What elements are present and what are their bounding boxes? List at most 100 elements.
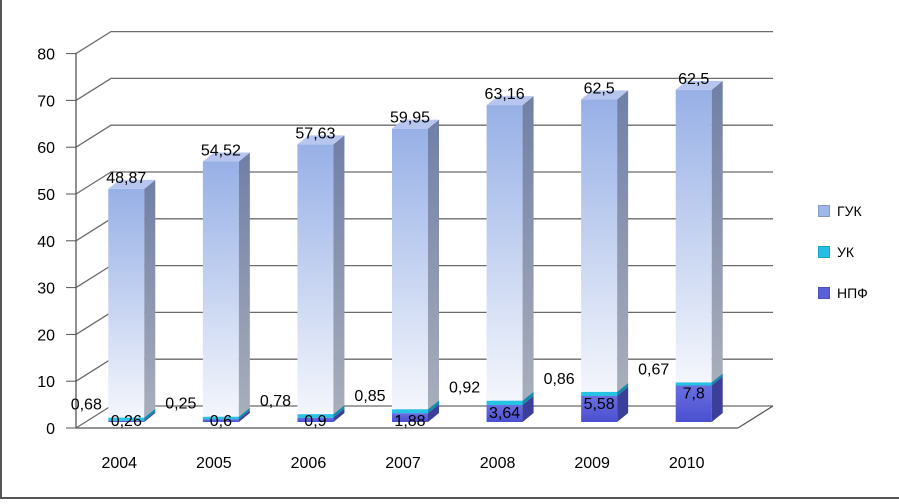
- uk-data-label: 0,78: [260, 393, 291, 410]
- npf-bar-front: [202, 419, 239, 422]
- y-tick-label: 50: [37, 187, 55, 204]
- uk-bar-front: [202, 416, 239, 420]
- gridline: [75, 77, 773, 101]
- npf-bar-side: [333, 408, 345, 422]
- uk-data-label: 0,67: [638, 361, 669, 378]
- npf-bar-side: [522, 395, 534, 422]
- legend-item: ГУК: [818, 200, 898, 222]
- npf-data-label: 0,26: [111, 413, 142, 430]
- legend-item: НПФ: [818, 282, 898, 304]
- npf-bar-front: [581, 395, 618, 422]
- guk-bar-side: [522, 96, 534, 401]
- guk-bar-side: [617, 90, 629, 392]
- uk-bar-front: [108, 417, 145, 421]
- guk-bar-side: [144, 179, 156, 418]
- npf-bar-side: [144, 411, 156, 422]
- x-tick-label: 2010: [669, 455, 705, 472]
- uk-data-label: 0,86: [544, 371, 575, 388]
- uk-data-label: 0,68: [71, 397, 102, 414]
- guk-bar-front: [297, 144, 334, 415]
- npf-bar-side: [238, 410, 250, 422]
- guk-data-label: 54,52: [201, 143, 241, 160]
- uk-bar-front: [675, 382, 712, 386]
- guk-data-label: 63,16: [485, 86, 525, 103]
- x-tick-label: 2006: [291, 455, 327, 472]
- guk-data-label: 62,5: [584, 80, 615, 97]
- uk-bar-front: [297, 414, 334, 418]
- x-tick-label: 2009: [574, 455, 610, 472]
- npf-bar-front: [392, 413, 428, 422]
- uk-bar-front: [486, 400, 523, 405]
- uk-data-label: 0,25: [165, 396, 196, 413]
- uk-bar-side: [711, 373, 723, 386]
- npf-data-label: 3,64: [489, 405, 520, 422]
- y-tick-label: 30: [37, 281, 55, 298]
- chart-legend: ГУК УК НПФ: [818, 200, 898, 323]
- y-tick-label: 20: [37, 327, 55, 344]
- uk-data-label: 0,92: [449, 380, 480, 397]
- guk-bar-top: [675, 80, 723, 90]
- x-tick-label: 2004: [101, 455, 137, 472]
- uk-bar-side: [333, 405, 345, 418]
- guk-bar-side: [238, 152, 250, 417]
- guk-data-label: 57,63: [295, 125, 335, 142]
- y-tick-label: 80: [37, 47, 55, 64]
- guk-bar-top: [581, 90, 629, 100]
- y-tick-label: 0: [46, 421, 55, 438]
- legend-label: УК: [837, 244, 855, 260]
- npf-bar-side: [711, 376, 723, 422]
- guk-bar-front: [392, 128, 428, 410]
- npf-data-label: 7,8: [683, 385, 705, 402]
- legend-label: НПФ: [837, 285, 868, 301]
- uk-data-label: 0,85: [354, 388, 385, 405]
- npf-bar-side: [617, 386, 629, 422]
- legend-swatch: [818, 287, 830, 299]
- npf-data-label: 0,9: [304, 413, 326, 430]
- guk-bar-side: [428, 119, 439, 410]
- gridline: [75, 124, 773, 148]
- npf-bar-front: [675, 385, 712, 422]
- npf-data-label: 1,88: [394, 413, 425, 430]
- npf-data-label: 0,6: [210, 413, 232, 430]
- guk-bar-side: [711, 80, 723, 383]
- npf-bar-front: [486, 404, 523, 422]
- uk-bar-side: [428, 400, 439, 414]
- guk-bar-side: [333, 135, 345, 415]
- guk-bar-front: [675, 89, 712, 383]
- guk-bar-front: [486, 105, 523, 401]
- guk-bar-top: [202, 152, 250, 162]
- legend-item: УК: [818, 241, 898, 263]
- gridline: [75, 171, 773, 195]
- guk-data-label: 59,95: [390, 110, 430, 127]
- legend-swatch: [818, 205, 830, 217]
- x-tick-label: 2007: [385, 455, 421, 472]
- y-tick-label: 70: [37, 93, 55, 110]
- npf-data-label: 5,58: [584, 396, 615, 413]
- guk-bar-top: [392, 119, 439, 129]
- y-tick-label: 60: [37, 140, 55, 157]
- uk-bar-side: [144, 408, 156, 421]
- npf-bar-front: [108, 420, 145, 422]
- x-tick-label: 2005: [196, 455, 232, 472]
- floor-edge: [737, 405, 774, 429]
- guk-bar-front: [108, 188, 145, 418]
- uk-bar-front: [392, 409, 428, 414]
- guk-bar-top: [108, 179, 156, 189]
- npf-bar-side: [428, 404, 439, 422]
- npf-bar-front: [297, 417, 334, 422]
- legend-swatch: [818, 246, 830, 258]
- guk-data-label: 48,87: [106, 170, 146, 187]
- y-tick-label: 10: [37, 374, 55, 391]
- y-tick-label: 40: [37, 234, 55, 251]
- uk-bar-front: [581, 391, 618, 396]
- frame-left-border: [0, 0, 2, 499]
- uk-bar-side: [617, 382, 629, 396]
- guk-bar-top: [486, 96, 534, 106]
- x-tick-label: 2008: [480, 455, 516, 472]
- frame-bottom-border: [0, 497, 899, 499]
- guk-bar-front: [202, 161, 239, 417]
- uk-bar-side: [238, 407, 250, 420]
- guk-data-label: 62,5: [678, 71, 709, 88]
